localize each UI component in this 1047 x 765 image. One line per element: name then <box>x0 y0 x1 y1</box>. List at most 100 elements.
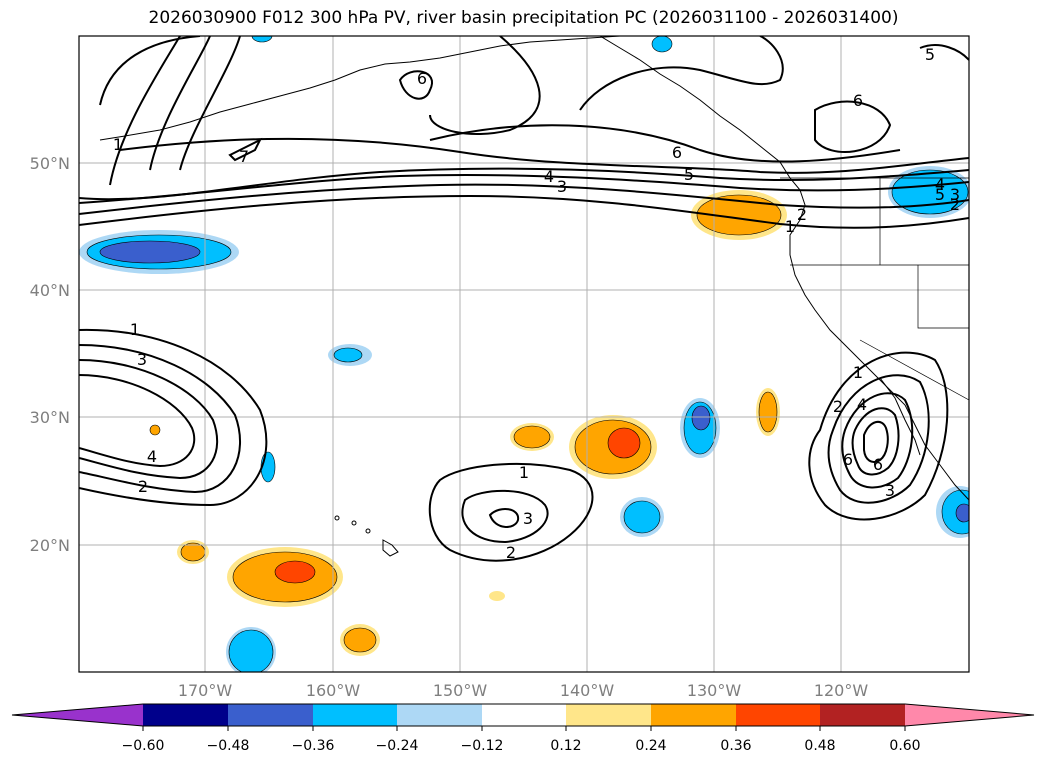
lat-label-30n: 30°N <box>30 408 70 427</box>
pv-contour-labels: 1 2 3 4 5 6 7 5 6 6 5 4 3 2 1 1 3 4 2 1 … <box>113 45 960 562</box>
colorbar-tick-label: 0.36 <box>720 738 751 754</box>
pv-cutoff-low-2 <box>461 489 549 544</box>
pv-cutoff-socal-5 <box>863 420 889 463</box>
contour-label: 6 <box>873 455 883 474</box>
pv-contour-2-west-trough <box>79 374 196 468</box>
pv-contour-alaska-3 <box>149 36 211 171</box>
neg-anomaly-mexico-mid <box>941 489 969 535</box>
pv-contour-4-west-trough <box>79 359 219 480</box>
lon-label-130w: 130°W <box>687 681 742 700</box>
neg-anomaly-135w-mid <box>623 500 661 534</box>
contour-label: 6 <box>417 69 427 88</box>
contour-label: 2 <box>797 205 807 224</box>
pv-contour-7-small <box>228 137 263 162</box>
pv-cutoff-low-1 <box>428 462 594 562</box>
colorbar-tick-label: 0.12 <box>550 738 581 754</box>
colorbar-tick-label: −0.36 <box>292 738 335 754</box>
pv-contour-6-canada <box>814 100 892 153</box>
colorbar-extend-high <box>905 704 1034 726</box>
hawaii-maui <box>365 528 371 534</box>
colorbar-ticks <box>142 726 906 731</box>
contour-label: 6 <box>672 143 682 162</box>
contour-label: 3 <box>523 509 533 528</box>
pv-contour-alaska-west <box>99 36 201 106</box>
contour-label: 3 <box>557 177 567 196</box>
colorbar-tick-label: 0.60 <box>889 738 920 754</box>
colorbar-extend-low <box>12 704 143 726</box>
pv-cutoff-socal-3 <box>841 392 914 489</box>
lon-label-160w: 160°W <box>306 681 361 700</box>
ocean-background <box>79 36 969 672</box>
colorbar-bin <box>397 704 482 726</box>
lon-label-120w: 120°W <box>814 681 869 700</box>
colorbar-bin <box>651 704 736 726</box>
pv-cutoff-socal-1 <box>808 351 949 521</box>
colorbar-bin <box>143 704 228 726</box>
hawaii-big-island <box>382 539 399 557</box>
pv-contour-2 <box>79 183 969 215</box>
pv-contour-6 <box>429 124 901 163</box>
contour-label: 3 <box>885 481 895 500</box>
colorbar-tick-label: −0.60 <box>122 738 165 754</box>
contour-label: 4 <box>935 175 945 194</box>
pos-anomaly-175w <box>149 424 161 436</box>
contour-label: 1 <box>130 320 140 339</box>
pos-anomaly-170w-mid <box>180 542 206 562</box>
longitude-labels: 170°W 160°W 150°W 140°W 130°W 120°W <box>178 681 869 700</box>
lon-label-170w: 170°W <box>178 681 233 700</box>
contour-label: 1 <box>113 135 123 154</box>
pv-cutoff-socal-2 <box>827 374 930 504</box>
us-mexico-border <box>859 339 969 401</box>
lon-label-140w: 140°W <box>560 681 615 700</box>
colorbar-bin <box>313 704 397 726</box>
contour-label: 2 <box>950 195 960 214</box>
map-title: 2026030900 F012 300 hPa PV, river basin … <box>148 8 899 28</box>
north-america-west-coast <box>599 36 969 501</box>
colorbar: −0.60 −0.48 −0.36 −0.24 −0.12 0.12 0.24 … <box>11 703 1035 754</box>
baja-california <box>879 377 921 456</box>
pv-contour-5-ne <box>919 44 969 61</box>
pos-anomaly-157w-mid <box>343 627 377 653</box>
contour-label: 3 <box>137 350 147 369</box>
pos-anomaly-oregon-coast-mid <box>696 194 782 236</box>
lat-label-50n: 50°N <box>30 154 70 173</box>
contour-label: 2 <box>138 477 148 496</box>
contour-label: 5 <box>684 165 694 184</box>
contour-label: 4 <box>857 395 867 414</box>
pos-anomaly-137w-strong <box>607 427 641 459</box>
pv-contours <box>79 36 969 562</box>
contour-label: 1 <box>519 463 529 482</box>
neg-anomaly-160w-mid <box>333 347 363 363</box>
precipitation-shading <box>79 36 969 672</box>
contour-label: 3 <box>950 185 960 204</box>
map-content: 1 2 3 4 5 6 7 5 6 6 5 4 3 2 1 1 3 4 2 1 … <box>79 36 969 672</box>
pv-contour-alaska-inner <box>109 36 181 186</box>
colorbar-bin <box>482 704 566 726</box>
pv-contour-alaska-4 <box>179 36 241 171</box>
contour-label: 5 <box>925 45 935 64</box>
pv-contour-3-west-trough <box>79 344 241 494</box>
pv-cutoff-low-3 <box>488 508 520 528</box>
contour-label: 6 <box>853 91 863 110</box>
state-border-nv <box>917 265 969 329</box>
contour-label: 7 <box>239 147 249 166</box>
contour-label: 1 <box>853 363 863 382</box>
pos-anomaly-hawaii-west-strong <box>274 560 316 584</box>
neg-anomaly-165w <box>260 451 276 483</box>
pv-contour-1-west-trough <box>79 328 268 507</box>
pv-contour-6-north <box>579 36 784 111</box>
lon-label-150w: 150°W <box>433 681 488 700</box>
colorbar-tick-label: 0.24 <box>635 738 666 754</box>
pos-anomaly-144w-mid <box>513 425 551 449</box>
neg-anomaly-top-1 <box>251 36 273 43</box>
colorbar-tick-labels: −0.60 −0.48 −0.36 −0.24 −0.12 0.12 0.24 … <box>122 738 921 754</box>
pos-anomaly-126w-mid <box>758 391 778 433</box>
neg-anomaly-130w-strong <box>691 405 711 431</box>
colorbar-tick-label: −0.12 <box>461 738 504 754</box>
neg-anomaly-sw-mid <box>228 629 274 672</box>
lat-label-40n: 40°N <box>30 281 70 300</box>
hawaii-oahu <box>351 520 357 526</box>
pv-contour-6-small <box>398 70 433 100</box>
neg-anomaly-top-2 <box>651 36 673 53</box>
contour-label: 4 <box>544 167 554 186</box>
